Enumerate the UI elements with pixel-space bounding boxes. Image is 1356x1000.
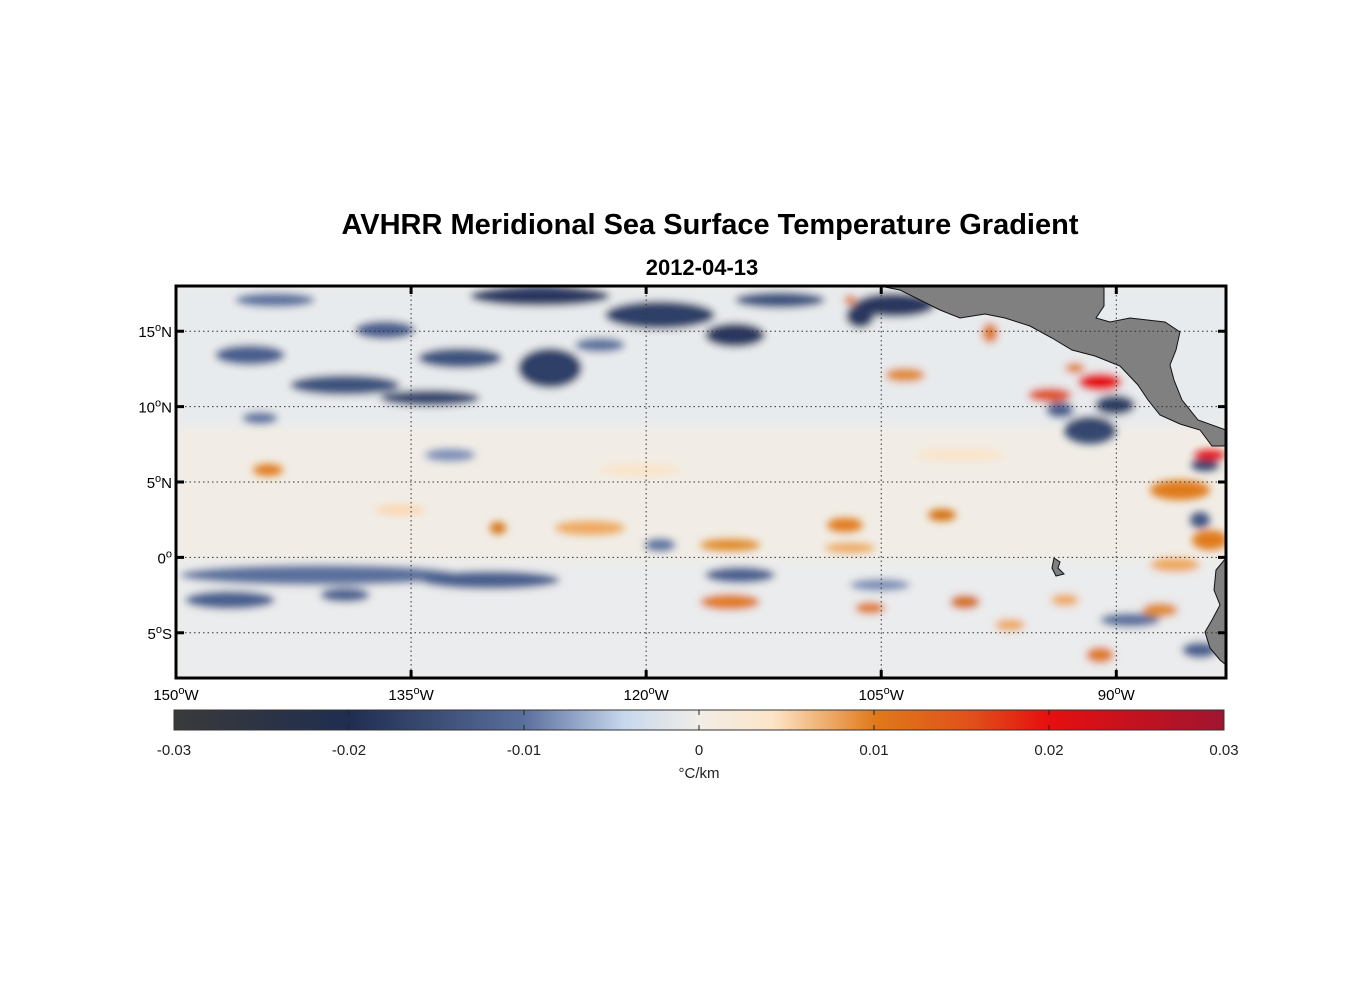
negative-anomaly — [575, 338, 625, 352]
negative-anomaly — [735, 292, 825, 308]
positive-anomaly — [1051, 594, 1079, 606]
negative-anomaly — [1190, 512, 1210, 528]
positive-anomaly — [1065, 363, 1085, 373]
positive-anomaly — [700, 594, 760, 610]
negative-anomaly — [380, 390, 480, 406]
lon-tick-label: 120oW — [623, 685, 669, 704]
lat-tick-label: 15oN — [138, 322, 172, 341]
negative-anomaly — [705, 567, 775, 583]
lat-tick-label: 5oN — [147, 473, 172, 492]
colorbar-tick-label: 0.03 — [1209, 742, 1238, 759]
south-america-land — [1204, 557, 1226, 666]
positive-anomaly — [1192, 530, 1226, 550]
negative-anomaly — [290, 375, 400, 395]
positive-anomaly — [375, 505, 425, 515]
lon-tick-label: 90oW — [1098, 685, 1136, 704]
positive-anomaly — [1142, 603, 1178, 617]
lon-tick-label: 150oW — [153, 685, 199, 704]
positive-anomaly — [600, 464, 680, 476]
negative-anomaly — [850, 579, 910, 591]
positive-anomaly — [1150, 480, 1210, 500]
longitude-labels: 150oW 135oW 120oW 105oW 90oW — [153, 685, 1135, 704]
frame-ticks — [174, 286, 1226, 678]
positive-anomaly — [855, 602, 885, 614]
negative-anomaly — [855, 293, 935, 317]
colorbar-tick-label: -0.03 — [157, 742, 191, 759]
colorbar-label: °C/km — [679, 765, 720, 782]
positive-anomaly — [1086, 647, 1114, 663]
colorbar-ticks: -0.03 -0.02 -0.01 0 0.01 0.02 0.03 — [157, 710, 1239, 759]
map-plot-area — [174, 284, 1228, 680]
negative-anomaly — [185, 591, 275, 609]
galapagos-islands — [1051, 557, 1065, 577]
land-mass — [879, 286, 1226, 666]
negative-anomaly — [645, 539, 675, 551]
positive-anomaly — [950, 595, 980, 609]
negative-anomaly — [215, 345, 285, 365]
lat-tick-label: 5oS — [148, 624, 172, 643]
colorbar-tick-label: -0.02 — [332, 742, 366, 759]
latitude-labels: 15oN 10oN 5oN 0o 5oS — [138, 322, 172, 643]
negative-anomaly — [420, 571, 560, 589]
negative-anomaly — [425, 449, 475, 461]
positive-anomaly — [1028, 388, 1072, 402]
central-america-land — [879, 286, 1226, 447]
positive-anomaly — [253, 464, 283, 476]
negative-anomaly — [1100, 613, 1160, 627]
positive-anomaly — [555, 521, 625, 535]
positive-anomaly — [490, 522, 506, 534]
colorbar-tick-label: -0.01 — [507, 742, 541, 759]
positive-anomaly — [700, 539, 760, 551]
negative-anomaly — [1064, 416, 1116, 444]
negative-anomaly — [1191, 459, 1219, 471]
positive-anomaly — [1194, 450, 1226, 460]
negative-anomaly — [705, 323, 765, 347]
negative-anomaly — [518, 348, 582, 388]
positive-anomaly — [995, 619, 1025, 631]
positive-anomaly — [928, 509, 956, 521]
lat-tick-label: 10oN — [138, 398, 172, 417]
negative-anomaly — [1095, 395, 1135, 415]
colorbar-tick-label: 0 — [695, 742, 703, 759]
positive-anomaly — [885, 368, 925, 382]
map-title: AVHRR Meridional Sea Surface Temperature… — [341, 209, 1078, 241]
positive-anomaly — [825, 543, 875, 553]
negative-anomaly — [320, 588, 370, 602]
negative-anomaly — [470, 286, 610, 306]
negative-anomaly — [605, 301, 715, 329]
colorbar-tick-label: 0.02 — [1034, 742, 1063, 759]
colorbar: -0.03 -0.02 -0.01 0 0.01 0.02 0.03 °C/km — [157, 709, 1239, 782]
colorbar-tick-label: 0.01 — [859, 742, 888, 759]
positive-anomaly — [827, 518, 863, 532]
negative-anomaly — [1046, 402, 1074, 418]
negative-anomaly — [180, 565, 460, 585]
lon-tick-label: 105oW — [859, 685, 905, 704]
positive-anomaly — [1150, 558, 1200, 572]
positive-anomaly — [1078, 373, 1122, 391]
lon-tick-label: 135oW — [388, 685, 434, 704]
negative-anomaly — [235, 293, 315, 307]
negative-anomaly — [242, 412, 278, 424]
positive-anomaly — [982, 323, 998, 343]
positive-anomaly — [915, 449, 1005, 461]
negative-anomaly — [418, 348, 502, 368]
negative-anomaly — [355, 321, 415, 339]
lat-tick-label: 0o — [158, 548, 172, 567]
map-subtitle: 2012-04-13 — [646, 255, 759, 280]
positive-anomaly — [844, 295, 856, 305]
